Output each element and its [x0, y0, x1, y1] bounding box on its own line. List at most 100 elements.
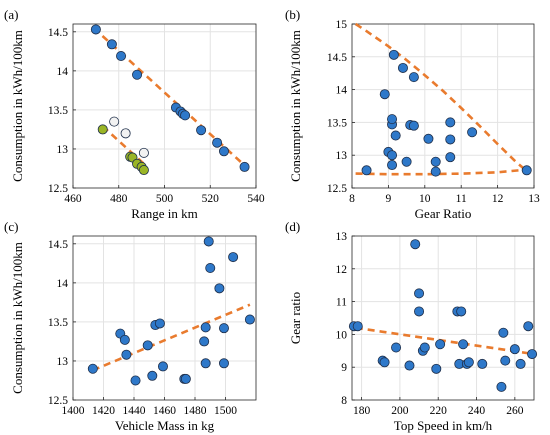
x-axis-label: Range in km — [131, 206, 197, 221]
data-point-blue — [212, 137, 223, 148]
data-point — [214, 283, 225, 294]
data-point — [423, 133, 434, 144]
data-point-blue — [218, 146, 229, 157]
data-point — [147, 370, 158, 381]
x-tick-label: 180 — [353, 405, 371, 417]
data-point — [119, 334, 130, 345]
data-point-white — [109, 116, 120, 127]
panel-2: 8 9 10 11 12 13 12.5 13 13.5 14 14.5 15 Gear Ratio Co… — [285, 7, 540, 221]
data-point-white — [120, 128, 131, 139]
x-tick-label: 8 — [349, 193, 355, 205]
data-point — [397, 62, 408, 73]
x-tick-label: 1400 — [62, 405, 85, 417]
data-point — [390, 130, 401, 141]
data-point — [244, 314, 255, 325]
y-tick-label: 13.5 — [48, 105, 68, 117]
panel-label: (a) — [4, 7, 18, 22]
data-point — [387, 160, 398, 171]
data-point — [205, 263, 216, 274]
data-point — [456, 306, 467, 317]
data-point — [419, 342, 430, 353]
x-tick-label: 1420 — [92, 405, 115, 417]
data-point — [509, 344, 520, 355]
data-point — [523, 321, 534, 332]
y-tick-label: 14 — [336, 85, 348, 97]
data-point — [430, 166, 441, 177]
data-point — [157, 361, 168, 372]
y-axis-label: Consumption in kWh/100km — [288, 30, 303, 182]
data-point — [515, 358, 526, 369]
x-tick-label: 1460 — [153, 405, 176, 417]
x-tick-label: 12 — [492, 193, 504, 205]
x-tick-label: 11 — [456, 193, 467, 205]
data-point — [500, 355, 511, 366]
y-tick-label: 13.5 — [48, 317, 68, 329]
data-point — [498, 327, 509, 338]
y-axis-label: Gear ratio — [288, 292, 303, 344]
x-tick-label: 9 — [386, 193, 392, 205]
x-tick-label: 1500 — [214, 405, 237, 417]
axes-frame — [351, 23, 535, 189]
data-point — [352, 321, 363, 332]
data-point-blue — [116, 51, 127, 62]
y-tick-label: 10 — [336, 329, 348, 341]
data-point — [121, 349, 132, 360]
x-tick-label: 1480 — [184, 405, 207, 417]
y-tick-label: 14 — [57, 66, 69, 78]
x-tick-label: 500 — [156, 193, 174, 205]
x-tick-label: 1440 — [123, 405, 146, 417]
data-point — [431, 363, 442, 374]
x-tick-label: 200 — [391, 405, 409, 417]
y-axis-label: Consumption in kWh/100km — [10, 30, 25, 182]
panel-label: (d) — [285, 219, 300, 234]
x-tick-label: 240 — [468, 405, 486, 417]
data-point — [87, 363, 98, 374]
y-tick-label: 8 — [341, 395, 347, 407]
x-tick-label: 10 — [419, 193, 431, 205]
data-point — [379, 89, 390, 100]
y-tick-label: 12 — [336, 264, 348, 276]
data-point — [496, 381, 507, 392]
x-axis-label: Gear Ratio — [415, 206, 472, 221]
trend-line — [355, 168, 527, 176]
axes-frame — [351, 235, 535, 401]
data-point — [199, 336, 210, 347]
data-point — [387, 150, 398, 161]
x-tick-label: 260 — [506, 405, 524, 417]
trend-line — [92, 303, 251, 372]
data-point — [203, 236, 214, 247]
data-point — [521, 165, 532, 176]
data-point — [430, 156, 441, 167]
panel-1: 460 480 500 520 540 12.5 13 13.5 14 14.5 Range in … — [4, 7, 265, 221]
data-point — [200, 322, 211, 333]
data-point — [410, 239, 421, 250]
plot-area — [352, 236, 534, 400]
y-tick-label: 11 — [336, 297, 347, 309]
data-point-green — [97, 124, 108, 135]
y-tick-label: 15 — [336, 19, 348, 31]
data-point-blue — [90, 24, 101, 35]
x-tick-label: 220 — [430, 405, 448, 417]
data-point-blue — [239, 161, 250, 172]
data-point — [142, 340, 153, 351]
data-point — [404, 360, 415, 371]
panel-3: 1400 1420 1440 1460 1480 1500 12.5 13 13.5 14 14.5… — [4, 219, 257, 433]
data-point — [228, 252, 239, 263]
data-point-white — [138, 147, 149, 158]
data-point-blue — [180, 110, 191, 121]
panel-4: 180 200 220 240 260 8 9 10 11 12 13 Top Speed in km… — [285, 219, 538, 433]
y-tick-label: 9 — [341, 362, 347, 374]
y-tick-label: 13.5 — [327, 117, 347, 129]
y-tick-label: 13 — [336, 150, 348, 162]
y-tick-label: 12.5 — [327, 183, 347, 195]
data-point-green — [138, 165, 149, 176]
y-tick-label: 13 — [57, 144, 69, 156]
x-axis-label: Top Speed in km/h — [394, 418, 493, 433]
data-point — [458, 339, 469, 350]
trend-line — [354, 22, 528, 172]
data-point — [435, 339, 446, 350]
panel-label: (b) — [285, 7, 300, 22]
x-tick-label: 520 — [202, 193, 220, 205]
data-point — [387, 114, 398, 125]
data-point — [130, 375, 141, 386]
